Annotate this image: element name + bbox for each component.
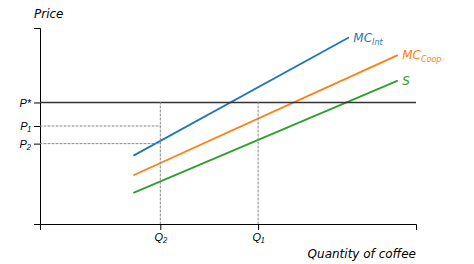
tick: Q₁ [253,224,266,243]
marks [40,38,416,224]
guide-line [40,126,160,127]
reference-line [40,102,416,103]
series-line [134,81,397,193]
series-labels: MCInt MCCoop S [353,31,441,88]
y-axis: P₂ P₁ P* [19,29,40,225]
series-line [134,55,397,175]
chart: Q₂ Q₁ P₂ P₁ P* MCInt MCCoop S Quantity of coffee… [0,0,474,264]
tick: P₁ [20,120,40,132]
guide-line [40,143,160,144]
tick: P₂ [19,138,40,150]
tick: P* [19,97,40,109]
guide-line [258,102,259,224]
guide-line [160,102,161,224]
y-axis-title: Price [34,7,63,21]
axis-line [34,29,41,225]
series-label: S [402,74,410,88]
tick: Q₂ [154,224,168,243]
tick-label: Q₁ [253,231,266,243]
x-axis: Q₂ Q₁ [41,224,417,243]
tick-mark [160,224,161,230]
tick-mark [258,224,259,230]
tick-label: P₁ [20,120,31,132]
series-line [134,38,348,156]
tick-label: P* [19,97,31,109]
tick-mark [34,144,40,145]
tick-mark [34,102,40,103]
series-label: MCCoop [402,48,441,64]
tick-label: P₂ [19,138,31,150]
plot: Q₂ Q₁ P₂ P₁ P* MCInt MCCoop S [19,29,441,243]
series-label: MCInt [353,31,383,47]
tick-label: Q₂ [154,231,168,243]
axis-line [41,225,417,231]
tick-mark [34,126,40,127]
x-axis-title: Quantity of coffee [308,247,416,261]
